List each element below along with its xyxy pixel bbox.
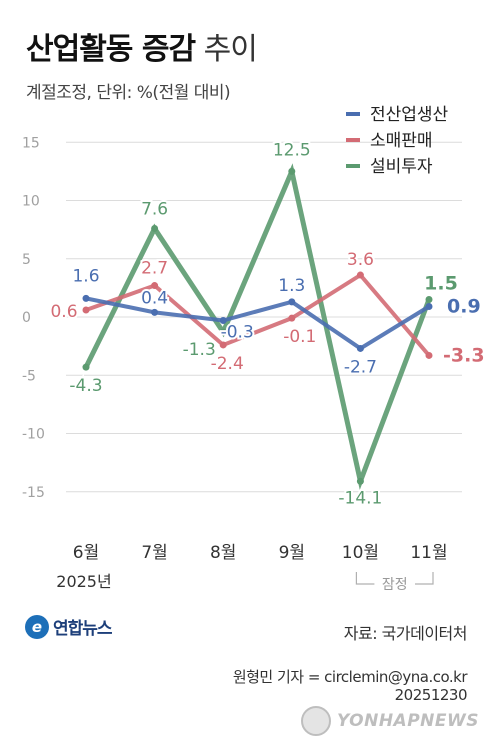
data-point-소매판매 (219, 341, 227, 349)
series-line-소매판매 (85, 272, 431, 357)
y-tick-label: -5 (22, 368, 36, 384)
chart-subtitle: 계절조정, 단위: %(전월 대비) (26, 83, 231, 103)
x-tick-label: 9월 (279, 543, 305, 563)
data-source: 자료: 국가데이터처 (343, 624, 468, 643)
data-point-설비투자 (82, 363, 90, 371)
chart-title-main: 산업활동 증감 (26, 32, 196, 67)
reporter-credit: 원형민 기자 = circlemin@yna.co.kr 20251230 (232, 668, 468, 704)
data-label-전산업생산: 1.3 (278, 276, 305, 296)
x-tick-label: 8월 (210, 543, 236, 563)
data-point-전산업생산 (219, 316, 227, 324)
data-point-설비투자 (356, 477, 364, 485)
data-point-소매판매 (356, 271, 364, 279)
data-label-소매판매: 2.7 (141, 259, 168, 279)
y-tick-label: 5 (22, 252, 31, 268)
data-point-설비투자 (219, 328, 227, 336)
data-label-소매판매: -3.3 (443, 344, 485, 366)
y-tick-label: 15 (22, 135, 40, 151)
series-line-전산업생산 (85, 296, 431, 351)
data-label-전산업생산: -2.7 (344, 357, 377, 377)
publish-date: 20251230 (394, 686, 468, 704)
data-label-전산업생산: 0.4 (141, 288, 168, 308)
data-point-전산업생산 (425, 303, 433, 311)
legend-label-전산업생산: 전산업생산 (370, 105, 449, 125)
data-label-소매판매: -0.1 (283, 327, 316, 347)
data-point-소매판매 (151, 282, 159, 290)
data-point-전산업생산 (288, 298, 296, 306)
data-label-전산업생산: 0.9 (447, 296, 481, 318)
line-chart: 15 10 5 0 -5 -10 -15 6월 7월 8월 9월 10월 11월 2025년 잠정 1.6 0.… (22, 105, 487, 593)
x-tick-label: 11월 (410, 543, 447, 563)
data-point-소매판매 (82, 306, 90, 314)
data-label-설비투자: 1.5 (424, 273, 458, 295)
y-tick-label: -15 (22, 485, 45, 501)
data-label-설비투자: 7.6 (141, 199, 168, 219)
y-tick-label: 10 (22, 194, 40, 210)
provisional-label: 잠정 (382, 577, 408, 593)
data-label-전산업생산: 1.6 (72, 266, 99, 286)
watermark: YONHAPNEWS (300, 706, 479, 736)
reporter-email: 원형민 기자 = circlemin@yna.co.kr (232, 668, 468, 686)
data-point-설비투자 (425, 296, 433, 304)
watermark-logo-icon (300, 706, 331, 736)
x-tick-label: 7월 (141, 543, 167, 563)
data-point-전산업생산 (151, 308, 159, 316)
data-label-전산업생산: -0.3 (221, 322, 254, 342)
x-tick-label: 6월 (73, 543, 99, 563)
chart-title: 산업활동 증감 추이 (26, 24, 258, 68)
data-point-설비투자 (288, 167, 296, 175)
data-label-설비투자: 12.5 (273, 140, 311, 160)
legend-label-소매판매: 소매판매 (370, 131, 433, 151)
x-tick-sublabel: 2025년 (56, 572, 111, 591)
data-point-소매판매 (425, 351, 433, 359)
data-point-전산업생산 (356, 344, 364, 352)
y-tick-label: -10 (22, 427, 45, 443)
data-label-설비투자: -14.1 (338, 488, 382, 508)
data-label-소매판매: 3.6 (347, 250, 374, 270)
provisional-bracket (355, 572, 434, 585)
x-tick-label: 10월 (342, 543, 379, 563)
chart-title-suffix: 추이 (203, 32, 258, 67)
data-label-설비투자: -4.3 (69, 376, 102, 396)
legend-label-설비투자: 설비투자 (370, 157, 433, 177)
yonhap-logo-icon: e (25, 614, 49, 639)
data-point-설비투자 (151, 224, 159, 232)
y-tick-label: 0 (22, 310, 31, 326)
yonhap-logo: e 연합뉴스 (25, 614, 113, 639)
data-point-소매판매 (288, 314, 296, 322)
data-label-소매판매: -2.4 (211, 354, 244, 374)
series-line-설비투자 (83, 163, 432, 491)
yonhap-logo-text: 연합뉴스 (53, 619, 113, 639)
data-label-설비투자: -1.3 (183, 340, 216, 360)
data-label-소매판매: 0.6 (50, 302, 77, 322)
watermark-text: YONHAPNEWS (336, 711, 479, 731)
data-point-전산업생산 (82, 294, 90, 302)
